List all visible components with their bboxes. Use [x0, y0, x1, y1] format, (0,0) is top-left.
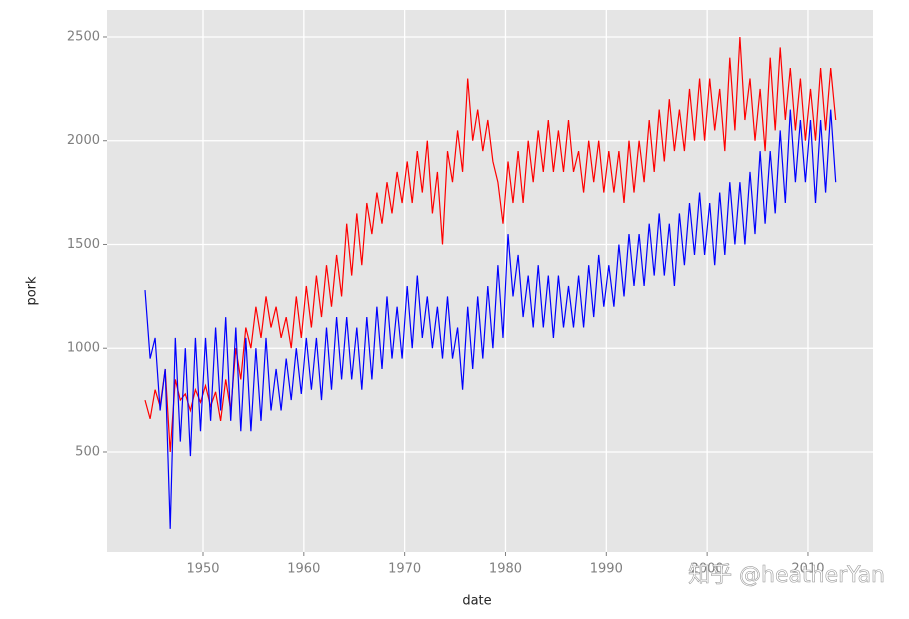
x-tick-label: 1980 [489, 562, 522, 577]
y-tick-label: 1500 [67, 237, 100, 252]
x-tick-label: 1990 [590, 562, 623, 577]
series-line [144, 36, 837, 453]
y-axis-label: pork [25, 276, 40, 306]
x-axis-label: date [462, 594, 491, 609]
watermark: 知乎 @heatherYan [688, 563, 885, 588]
series-line [144, 109, 837, 529]
plot-background [107, 10, 873, 552]
y-tick-label: 500 [75, 444, 100, 459]
y-tick-label: 2000 [67, 133, 100, 148]
x-tick-label: 2010 [791, 562, 824, 577]
y-tick-label: 2500 [67, 29, 100, 44]
y-tick-label: 1000 [67, 341, 100, 356]
x-tick-label: 1960 [287, 562, 320, 577]
x-tick-label: 1970 [388, 562, 421, 577]
x-tick-label: 2000 [691, 562, 724, 577]
x-tick-label: 1950 [186, 562, 219, 577]
